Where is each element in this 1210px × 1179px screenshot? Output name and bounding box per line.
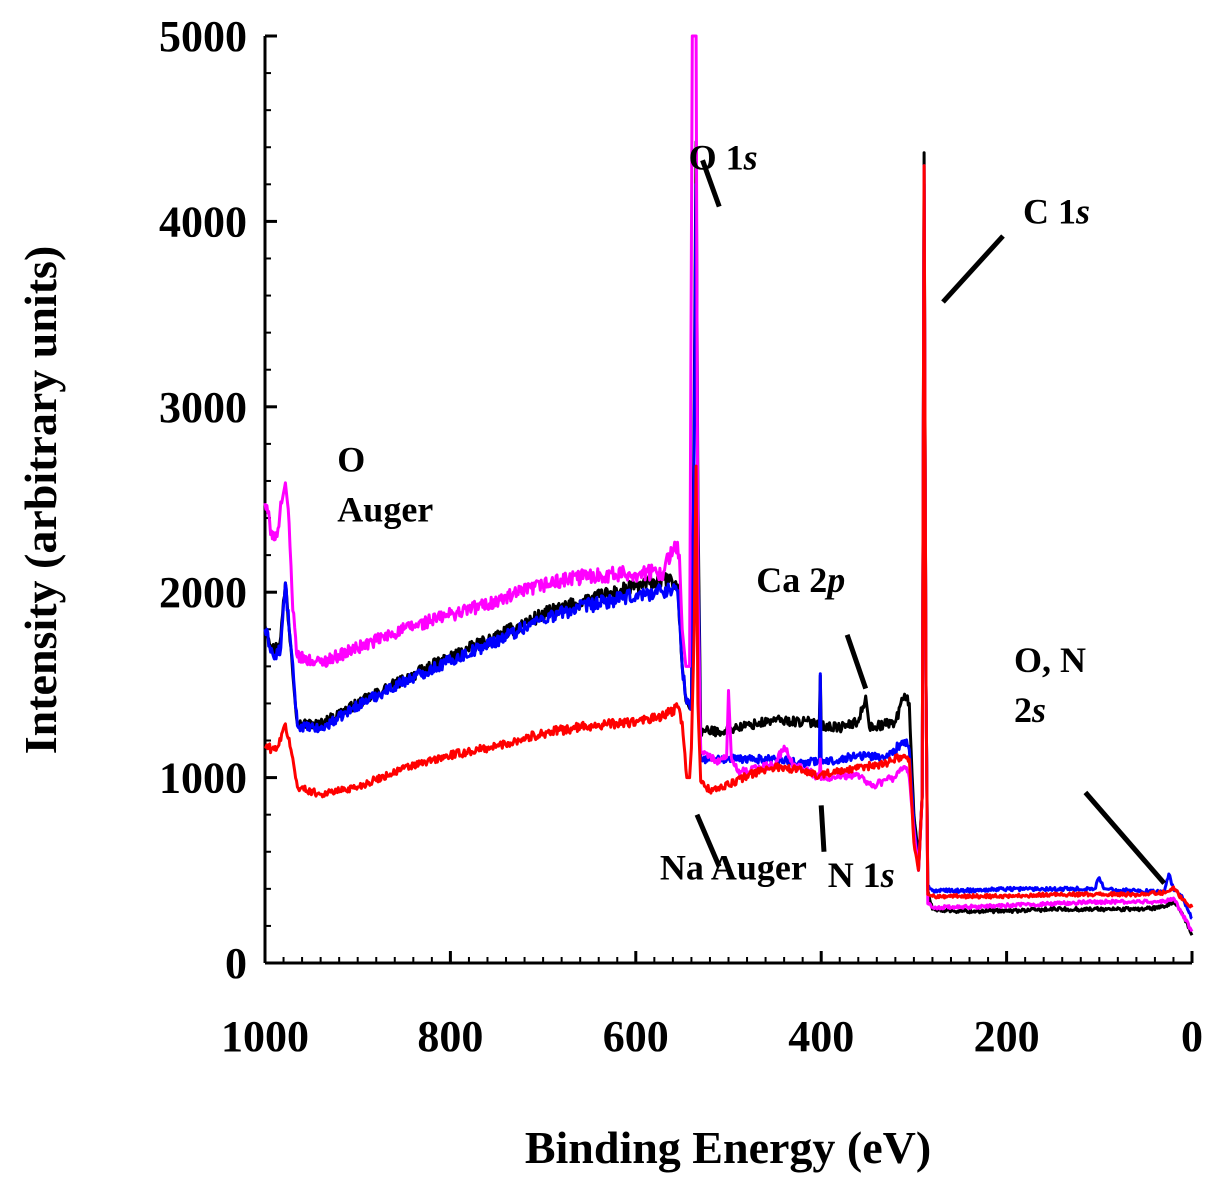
series-lines — [263, 34, 1194, 936]
annotation-leader — [844, 634, 869, 690]
y-tick-label: 3000 — [159, 383, 247, 432]
peak-label: O, N — [1014, 640, 1086, 680]
peak-label: Na Auger — [660, 848, 807, 888]
peak-label: Ca 2p — [756, 560, 845, 600]
y-tick-label: 0 — [225, 939, 247, 988]
y-axis-ticks: 0 1000 2000 3000 4000 5000 — [159, 12, 277, 988]
peak-label: O — [337, 440, 365, 480]
x-tick-label: 600 — [603, 1012, 669, 1061]
series-line-4 — [263, 164, 1194, 909]
x-tick-label: 0 — [1181, 1012, 1203, 1061]
annotation-leader — [700, 159, 722, 208]
annotation-leader — [1083, 790, 1167, 885]
peak-annotations: O 1s C 1s O Auger Ca 2p Na Auger N 1s O, N 2s — [337, 137, 1167, 895]
peak-label: O 1s — [689, 137, 758, 177]
x-axis-title: Binding Energy (eV) — [525, 1122, 931, 1173]
x-tick-label: 800 — [417, 1012, 483, 1061]
y-tick-label: 4000 — [159, 197, 247, 246]
y-tick-label: 1000 — [159, 754, 247, 803]
peak-label: Auger — [337, 490, 433, 530]
x-tick-label: 200 — [974, 1012, 1040, 1061]
x-axis-ticks: 1000 800 600 400 200 0 — [221, 951, 1203, 1061]
y-axis-title: Intensity (arbitrary units) — [15, 246, 66, 755]
y-tick-label: 5000 — [159, 12, 247, 61]
series-line-2 — [263, 182, 1193, 920]
peak-label: 2s — [1014, 690, 1046, 730]
series-line-1 — [263, 140, 1194, 936]
y-tick-label: 2000 — [159, 568, 247, 617]
x-tick-label: 1000 — [221, 1012, 309, 1061]
series-line-3 — [263, 34, 1194, 933]
x-tick-label: 400 — [788, 1012, 854, 1061]
annotation-leader — [818, 805, 827, 852]
peak-label: N 1s — [828, 855, 895, 895]
peak-label: C 1s — [1023, 191, 1090, 231]
annotation-leader — [694, 813, 722, 868]
c1s-leader — [941, 234, 1005, 304]
